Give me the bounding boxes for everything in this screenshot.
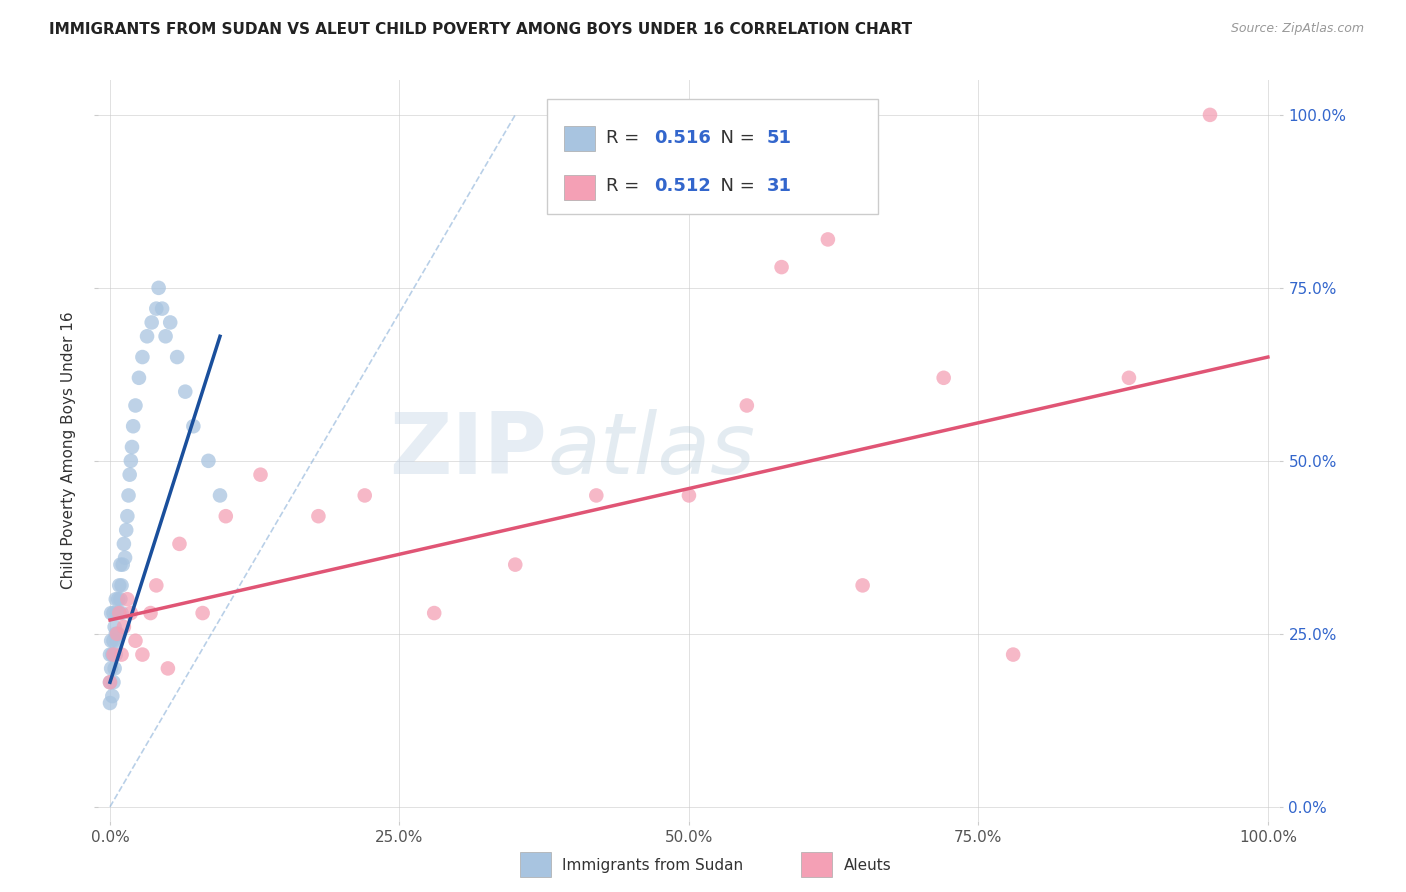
- Point: [817, 232, 839, 246]
- Point: [105, 633, 128, 648]
- Text: Immigrants from Sudan: Immigrants from Sudan: [562, 858, 744, 872]
- Point: [145, 301, 167, 316]
- Point: [110, 578, 132, 592]
- Point: [353, 488, 375, 502]
- Point: [101, 689, 124, 703]
- Point: [249, 467, 271, 482]
- Text: ZIP: ZIP: [389, 409, 547, 492]
- Point: [103, 606, 125, 620]
- Point: [145, 578, 167, 592]
- Point: [114, 550, 136, 565]
- Point: [148, 281, 170, 295]
- Point: [183, 419, 205, 434]
- Point: [215, 509, 238, 524]
- Text: N =: N =: [709, 178, 761, 195]
- Point: [104, 627, 127, 641]
- Point: [208, 488, 231, 502]
- Point: [423, 606, 446, 620]
- Point: [108, 606, 131, 620]
- Point: [307, 509, 329, 524]
- Text: atlas: atlas: [547, 409, 755, 492]
- Point: [124, 399, 146, 413]
- Point: [128, 371, 150, 385]
- Point: [735, 399, 758, 413]
- Point: [124, 633, 146, 648]
- Point: [103, 648, 125, 662]
- Point: [110, 592, 132, 607]
- Text: 51: 51: [766, 129, 792, 147]
- Point: [159, 315, 181, 329]
- Point: [197, 454, 219, 468]
- Point: [98, 675, 121, 690]
- Point: [104, 620, 127, 634]
- Point: [139, 606, 162, 620]
- Point: [770, 260, 793, 274]
- Point: [107, 627, 129, 641]
- Point: [115, 523, 138, 537]
- Text: Aleuts: Aleuts: [844, 858, 891, 872]
- Point: [120, 606, 142, 620]
- Point: [108, 578, 131, 592]
- Point: [105, 606, 128, 620]
- Point: [110, 648, 132, 662]
- Point: [191, 606, 214, 620]
- Text: 0.512: 0.512: [654, 178, 711, 195]
- Point: [1199, 108, 1222, 122]
- Point: [101, 648, 124, 662]
- Point: [118, 467, 141, 482]
- Text: R =: R =: [606, 178, 645, 195]
- Point: [585, 488, 607, 502]
- Point: [174, 384, 197, 399]
- Point: [103, 633, 125, 648]
- Point: [105, 627, 128, 641]
- Point: [110, 558, 132, 572]
- Text: Source: ZipAtlas.com: Source: ZipAtlas.com: [1230, 22, 1364, 36]
- Point: [1118, 371, 1140, 385]
- Point: [122, 419, 145, 434]
- Point: [852, 578, 875, 592]
- Point: [117, 592, 139, 607]
- Point: [110, 606, 132, 620]
- Point: [100, 633, 122, 648]
- Text: 31: 31: [766, 178, 792, 195]
- Text: R =: R =: [606, 129, 645, 147]
- Point: [103, 675, 125, 690]
- Point: [120, 454, 142, 468]
- Text: 0.516: 0.516: [654, 129, 711, 147]
- Point: [112, 537, 135, 551]
- Point: [104, 661, 127, 675]
- Y-axis label: Child Poverty Among Boys Under 16: Child Poverty Among Boys Under 16: [60, 311, 76, 590]
- Point: [104, 648, 127, 662]
- Point: [503, 558, 526, 572]
- Text: N =: N =: [709, 129, 761, 147]
- Point: [141, 315, 163, 329]
- Point: [166, 350, 188, 364]
- Point: [169, 537, 191, 551]
- Text: IMMIGRANTS FROM SUDAN VS ALEUT CHILD POVERTY AMONG BOYS UNDER 16 CORRELATION CHA: IMMIGRANTS FROM SUDAN VS ALEUT CHILD POV…: [49, 22, 912, 37]
- Point: [117, 509, 139, 524]
- Point: [98, 675, 121, 690]
- Point: [156, 661, 179, 675]
- Point: [131, 350, 153, 364]
- Point: [121, 440, 143, 454]
- Point: [111, 558, 134, 572]
- Point: [131, 648, 153, 662]
- Point: [150, 301, 173, 316]
- Point: [678, 488, 700, 502]
- Point: [107, 592, 129, 607]
- Point: [98, 648, 121, 662]
- Point: [117, 488, 139, 502]
- Point: [104, 592, 127, 607]
- Point: [100, 606, 122, 620]
- Point: [932, 371, 955, 385]
- Point: [112, 620, 135, 634]
- Point: [108, 606, 131, 620]
- Point: [100, 661, 122, 675]
- Point: [98, 696, 121, 710]
- Point: [1002, 648, 1025, 662]
- Point: [155, 329, 177, 343]
- Point: [136, 329, 159, 343]
